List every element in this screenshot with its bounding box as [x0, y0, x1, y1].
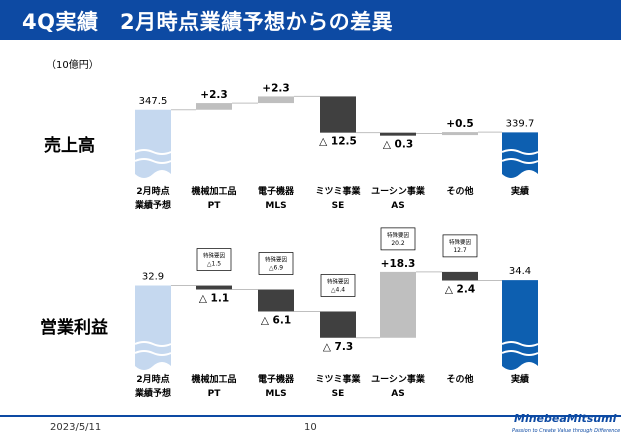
- page-title: 4Q実績 2月時点業績予想からの差異: [22, 10, 394, 34]
- op-bar-0-wave: [134, 341, 172, 347]
- unit-label: （10億円）: [46, 60, 99, 71]
- op-label-0: 32.9: [142, 272, 164, 283]
- sales-bar-2: [258, 96, 294, 104]
- op-note-box-4: [380, 227, 416, 251]
- sales-label-1: +2.3: [200, 89, 227, 101]
- op-category-6-line1: 実績: [511, 373, 529, 385]
- op-note-title-4: 特殊要因: [387, 231, 410, 239]
- op-bar-4: [380, 271, 416, 338]
- op-category-1-line1: 機械加工品: [191, 373, 236, 385]
- op-bar-0-wave: [134, 350, 172, 356]
- sales-label-0: 347.5: [139, 96, 168, 107]
- header-bar: 4Q実績 2月時点業績予想からの差異: [0, 0, 621, 40]
- sales-category-5-line1: その他: [446, 185, 473, 197]
- sales-bar-6: [502, 132, 538, 178]
- op-category-2-line2: MLS: [265, 389, 286, 399]
- sales-bar-3: [320, 96, 356, 133]
- sales-category-2-line2: MLS: [265, 201, 286, 211]
- sales-category-3-line1: ミツミ事業: [315, 185, 361, 197]
- sales-bar-0-wave: [134, 158, 172, 164]
- sales-bar-4: [380, 132, 416, 136]
- op-note-title-2: 特殊要因: [265, 256, 288, 264]
- company-logo: MinebeaMitsumi: [514, 412, 617, 425]
- sales-bar-1: [196, 103, 232, 110]
- op-category-0-line2: 業績予想: [134, 387, 171, 399]
- sales-bar-6-wave: [501, 149, 539, 155]
- page-number: 10: [304, 422, 317, 433]
- sales-category-2-line1: 電子機器: [258, 185, 295, 197]
- op-bar-0: [135, 285, 171, 370]
- sales-category-1-line1: 機械加工品: [191, 185, 236, 197]
- op-note-value-3: △4.4: [331, 286, 345, 293]
- op-note-box-5: [442, 234, 478, 258]
- op-note-box-1: [196, 248, 232, 271]
- op-note-value-2: △6.9: [269, 265, 283, 272]
- op-note-title-1: 特殊要因: [203, 252, 226, 260]
- sales-label-2: +2.3: [262, 82, 289, 94]
- op-note-title-3: 特殊要因: [327, 277, 350, 285]
- sales-bar-6-wave: [501, 158, 539, 164]
- op-bar-6: [502, 280, 538, 370]
- sales-bar-0: [135, 109, 171, 178]
- op-category-0-line1: 2月時点: [136, 373, 169, 385]
- section-label-sales: 売上高: [44, 136, 95, 156]
- footer-date: 2023/5/11: [50, 422, 102, 433]
- op-category-5-line1: その他: [446, 373, 473, 385]
- company-tagline: Passion to Create Value through Differen…: [512, 428, 621, 434]
- op-label-3: △ 7.3: [323, 341, 353, 353]
- op-label-4: +18.3: [381, 258, 416, 270]
- op-bar-6-wave: [501, 350, 539, 356]
- sales-category-4-line2: AS: [391, 201, 404, 211]
- sales-label-4: △ 0.3: [383, 139, 413, 151]
- sales-bar-0-wave: [134, 149, 172, 155]
- op-label-5: △ 2.4: [445, 284, 475, 296]
- op-note-value-1: △1.5: [207, 261, 221, 268]
- sales-category-6-line1: 実績: [511, 185, 529, 197]
- op-note-title-5: 特殊要因: [449, 238, 472, 246]
- op-category-4-line1: ユーシン事業: [371, 373, 426, 385]
- sales-category-0-line2: 業績予想: [134, 199, 171, 211]
- sales-category-0-line1: 2月時点: [136, 185, 169, 197]
- op-bar-2: [258, 289, 294, 312]
- op-bar-1: [196, 285, 232, 290]
- op-note-value-4: 20.2: [391, 240, 405, 247]
- sales-bar-5: [442, 132, 478, 136]
- section-label-operating-income: 営業利益: [40, 318, 108, 338]
- op-category-1-line2: PT: [208, 389, 222, 399]
- op-category-3-line2: SE: [332, 389, 345, 399]
- op-category-2-line1: 電子機器: [258, 373, 295, 385]
- op-label-1: △ 1.1: [199, 293, 229, 305]
- op-bar-5: [442, 271, 478, 281]
- op-label-6: 34.4: [509, 266, 531, 277]
- op-bar-6-wave: [501, 341, 539, 347]
- sales-category-1-line2: PT: [208, 201, 222, 211]
- op-note-box-3: [320, 274, 356, 297]
- op-note-value-5: 12.7: [453, 247, 467, 254]
- op-label-2: △ 6.1: [261, 314, 291, 326]
- sales-category-4-line1: ユーシン事業: [371, 185, 426, 197]
- sales-label-3: △ 12.5: [319, 136, 357, 148]
- op-category-4-line2: AS: [391, 389, 404, 399]
- op-note-box-2: [258, 252, 294, 275]
- sales-category-3-line2: SE: [332, 201, 345, 211]
- footer-divider: [0, 415, 621, 417]
- op-bar-3: [320, 311, 356, 338]
- op-category-3-line1: ミツミ事業: [315, 373, 361, 385]
- sales-label-6: 339.7: [506, 118, 535, 129]
- sales-label-5: +0.5: [446, 118, 473, 130]
